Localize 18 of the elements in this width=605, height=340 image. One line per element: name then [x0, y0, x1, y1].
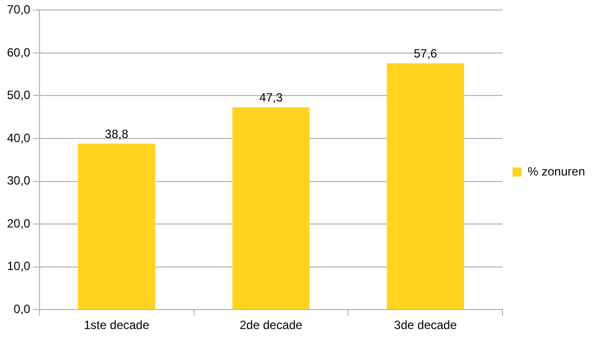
y-tick-label: 10,0 — [6, 259, 31, 274]
y-tick-label: 30,0 — [6, 174, 31, 188]
data-label: 47,3 — [259, 90, 283, 105]
bar — [78, 144, 156, 310]
y-tick-label: 0,0 — [14, 302, 31, 316]
y-tick-label: 70,0 — [6, 2, 31, 17]
bar — [232, 107, 310, 310]
y-tick-label: 20,0 — [6, 216, 31, 230]
x-tick-label: 1ste decade — [84, 318, 150, 332]
data-label: 38,8 — [104, 126, 129, 141]
y-tick-label: 40,0 — [6, 130, 31, 145]
x-tick-label: 2de decade — [240, 318, 303, 332]
legend-label: % zonuren — [528, 164, 586, 178]
x-tick-label: 3de decade — [394, 318, 458, 332]
y-tick-label: 60,0 — [6, 45, 31, 60]
y-tick-label: 50,0 — [6, 88, 31, 102]
data-label: 57,6 — [414, 46, 438, 61]
bar — [386, 63, 464, 310]
